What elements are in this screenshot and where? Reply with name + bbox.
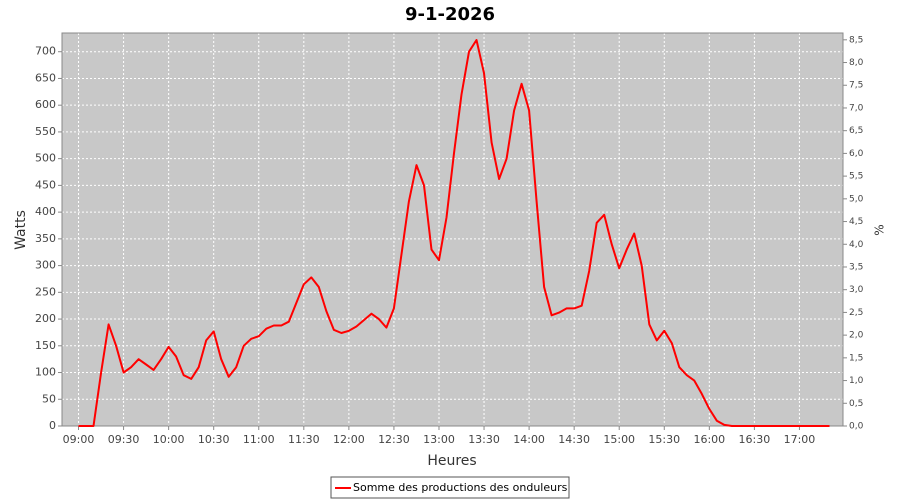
x-tick-label: 13:30	[468, 433, 500, 446]
x-tick-label: 12:30	[378, 433, 410, 446]
y2-tick-label: 1,5	[849, 353, 863, 363]
y2-tick-label: 8,5	[849, 35, 863, 45]
legend	[330, 476, 570, 499]
y-tick-label: 650	[35, 71, 56, 84]
y2-tick-label: 7,0	[849, 103, 864, 113]
x-tick-label: 10:00	[153, 433, 185, 446]
y2-tick-label: 1,0	[849, 376, 864, 386]
y-tick-label: 500	[35, 152, 56, 165]
x-tick-label: 15:30	[648, 433, 680, 446]
x-tick-label: 16:00	[693, 433, 725, 446]
y-tick-label: 600	[35, 98, 56, 111]
x-tick-label: 15:00	[603, 433, 635, 446]
y-tick-label: 700	[35, 45, 56, 58]
y2-tick-label: 7,5	[849, 81, 863, 91]
y-tick-label: 450	[35, 178, 56, 191]
y-tick-label: 400	[35, 205, 56, 218]
x-tick-label: 10:30	[198, 433, 230, 446]
plot-border	[61, 32, 844, 427]
data-line	[78, 39, 830, 427]
y-tick-label: 350	[35, 232, 56, 245]
legend-label: Somme des productions des onduleurs	[353, 481, 568, 494]
y-tick-label: 50	[42, 392, 56, 405]
x-tick-label: 11:30	[288, 433, 320, 446]
y2-tick-label: 2,0	[849, 331, 864, 341]
y2-tick-label: 3,5	[849, 262, 863, 272]
y-tick-label: 300	[35, 259, 56, 272]
y-tick-label: 200	[35, 312, 56, 325]
x-tick-label: 14:30	[558, 433, 590, 446]
y2-tick-label: 6,0	[849, 149, 864, 159]
y2-tick-label: 8,0	[849, 58, 864, 68]
x-tick-label: 17:00	[784, 433, 816, 446]
plot-area	[62, 33, 843, 426]
y2-tick-label: 6,5	[849, 126, 863, 136]
y2-tick-label: 0,0	[849, 422, 864, 432]
y-tick-label: 150	[35, 339, 56, 352]
y2-tick-label: 4,5	[849, 217, 863, 227]
chart-title: 9-1-2026	[405, 4, 495, 25]
y2-tick-label: 0,5	[849, 399, 863, 409]
y-tick-label: 100	[35, 366, 56, 379]
y2-tick-label: 2,5	[849, 308, 863, 318]
x-tick-label: 09:00	[63, 433, 95, 446]
y2-axis-label: %	[873, 224, 887, 235]
y2-tick-label: 4,0	[849, 240, 864, 250]
y2-tick-label: 5,5	[849, 172, 863, 182]
y2-tick-label: 5,0	[849, 194, 864, 204]
y2-tick-label: 3,0	[849, 285, 864, 295]
x-tick-label: 12:00	[333, 433, 365, 446]
x-tick-label: 16:30	[739, 433, 771, 446]
y-tick-label: 250	[35, 285, 56, 298]
y-tick-label: 550	[35, 125, 56, 138]
x-tick-label: 14:00	[513, 433, 545, 446]
y-axis-label: Watts	[13, 210, 29, 250]
x-tick-label: 11:00	[243, 433, 275, 446]
x-tick-label: 13:00	[423, 433, 455, 446]
x-tick-label: 09:30	[108, 433, 140, 446]
x-axis-label: Heures	[427, 453, 476, 469]
y-tick-label: 0	[49, 419, 56, 432]
